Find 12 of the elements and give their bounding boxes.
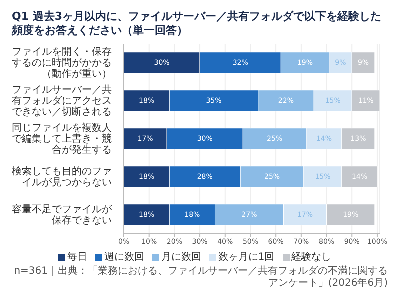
y-tick-label: 同じファイルを複数人で編集して上書き・競合が発生する <box>12 122 112 156</box>
legend-label: 週に数回 <box>104 251 144 264</box>
legend-label: 毎日 <box>67 251 88 264</box>
legend-label: 経験なし <box>292 251 332 264</box>
chart-title: Q1 過去3ヶ月以内に、ファイルサーバー／共有フォルダで以下を経験した頻度をお答えください（単一回答） <box>11 9 382 39</box>
y-tick-label: ファイルサーバー／共有フォルダにアクセスできない／切断される <box>12 84 112 118</box>
y-tick-label: 検索しても目的のファイルが見つからない <box>12 165 112 188</box>
text: n=361｜出典：「業務における、ファイルサーバー／共有フォルダの不満に関するアンケート」(2026年6月) <box>13 264 389 291</box>
y-tick-label: ファイルを開く・保存するのに時間がかかる（動作が重い） <box>12 46 112 80</box>
legend-label: 数ヶ月に1回 <box>218 251 275 264</box>
y-tick-label: 容量不足でファイルが保存できない <box>12 203 113 226</box>
legend-label: 月に数回 <box>161 251 202 264</box>
